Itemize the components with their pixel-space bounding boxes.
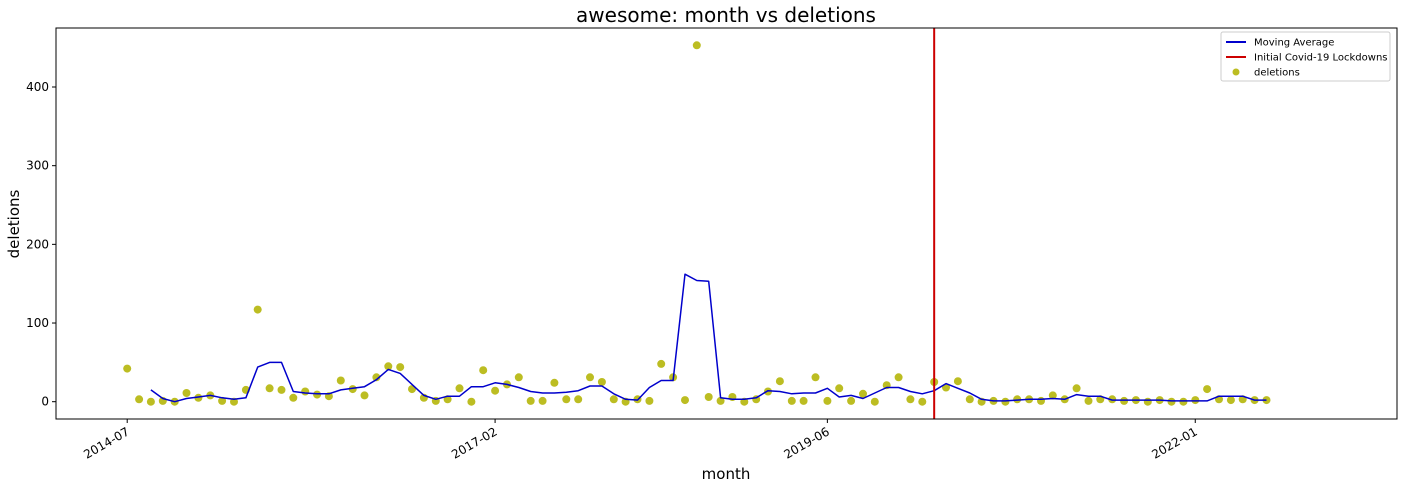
deletions-point xyxy=(894,373,903,382)
deletions-point xyxy=(953,377,962,386)
y-tick-label: 400 xyxy=(26,80,49,94)
legend: Moving Average Initial Covid-19 Lockdowns… xyxy=(1220,31,1391,82)
deletions-point xyxy=(918,397,927,406)
deletions-point xyxy=(1072,384,1081,393)
plot-area xyxy=(123,28,1271,419)
deletions-point xyxy=(1179,397,1188,406)
deletions-point xyxy=(253,305,262,314)
deletions-point xyxy=(372,373,381,382)
deletions-point xyxy=(360,391,369,400)
x-tick-label: 2014-07 xyxy=(81,424,131,461)
x-axis: 2014-07 2017-02 2019-06 2022-01 xyxy=(81,419,1200,462)
deletions-point xyxy=(574,395,583,404)
x-tick-label: 2019-06 xyxy=(781,424,831,461)
deletions-point xyxy=(384,362,393,371)
deletions-point xyxy=(218,396,227,405)
deletions-point xyxy=(1037,396,1045,405)
deletions-point xyxy=(289,393,298,402)
deletions-point xyxy=(313,390,322,399)
deletions-point xyxy=(704,393,713,401)
deletions-point xyxy=(123,364,132,373)
deletions-point xyxy=(681,396,689,405)
y-tick-label: 100 xyxy=(26,316,49,330)
deletions-point xyxy=(1143,397,1152,406)
deletions-point xyxy=(467,397,476,406)
deletions-point xyxy=(514,373,523,382)
chart-title: awesome: month vs deletions xyxy=(576,3,876,27)
x-tick-label: 2022-01 xyxy=(1149,424,1199,461)
deletions-point xyxy=(870,397,879,406)
deletions-point xyxy=(348,385,357,394)
deletions-point xyxy=(265,384,274,393)
deletions-point xyxy=(823,396,832,405)
deletions-point xyxy=(336,376,345,385)
deletions-point xyxy=(135,395,144,404)
y-tick-label: 0 xyxy=(41,395,49,409)
deletions-point xyxy=(396,363,405,372)
deletions-point xyxy=(1001,397,1010,406)
legend-label: Initial Covid-19 Lockdowns xyxy=(1254,53,1388,64)
legend-box xyxy=(1220,31,1391,82)
deletions-point xyxy=(538,396,547,405)
deletions-point xyxy=(586,373,594,382)
y-tick-label: 200 xyxy=(26,237,49,251)
moving-average-line xyxy=(150,273,1267,403)
y-tick-label: 300 xyxy=(26,159,49,173)
deletions-point xyxy=(1013,395,1022,404)
deletions-point xyxy=(562,395,571,404)
deletions-point xyxy=(799,396,808,405)
deletions-point xyxy=(277,385,286,394)
deletions-point xyxy=(965,395,974,404)
plot-frame xyxy=(55,27,1398,420)
deletions-point xyxy=(597,378,606,386)
deletions-point xyxy=(847,396,856,405)
y-axis: 0 100 200 300 400 xyxy=(26,80,56,409)
deletions-point xyxy=(479,366,488,375)
deletions-point xyxy=(146,397,155,406)
deletions-point xyxy=(1084,396,1093,405)
legend-marker-scatter xyxy=(1232,68,1240,76)
deletions-point xyxy=(194,393,203,402)
deletions-point xyxy=(787,396,796,405)
deletions-point xyxy=(550,378,559,387)
deletions-point xyxy=(657,359,666,368)
y-axis-title: deletions xyxy=(5,189,23,258)
deletions-point xyxy=(609,395,618,404)
x-tick-label: 2017-02 xyxy=(449,424,499,461)
deletions-point xyxy=(859,389,867,398)
deletions-point xyxy=(775,377,784,386)
deletions-point xyxy=(692,41,701,50)
deletions-point xyxy=(491,386,500,395)
deletions-point xyxy=(1226,396,1235,405)
legend-label: deletions xyxy=(1254,68,1300,79)
deletions-point xyxy=(1191,396,1200,405)
deletions-point xyxy=(811,373,820,382)
deletions-point xyxy=(1048,391,1057,400)
x-axis-title: month xyxy=(702,465,751,483)
deletions-point xyxy=(1108,395,1117,404)
deletions-point xyxy=(716,396,725,405)
deletions-point xyxy=(645,396,654,405)
legend-label: Moving Average xyxy=(1254,38,1334,49)
deletions-point xyxy=(455,384,464,393)
deletions-point xyxy=(182,389,191,397)
deletions-point xyxy=(1203,385,1212,394)
deletions-point xyxy=(1167,397,1176,406)
deletions-point xyxy=(301,387,310,396)
deletions-point xyxy=(1120,396,1129,405)
deletions-point xyxy=(835,384,844,393)
deletions-point xyxy=(526,396,535,405)
deletions-point xyxy=(906,395,915,404)
